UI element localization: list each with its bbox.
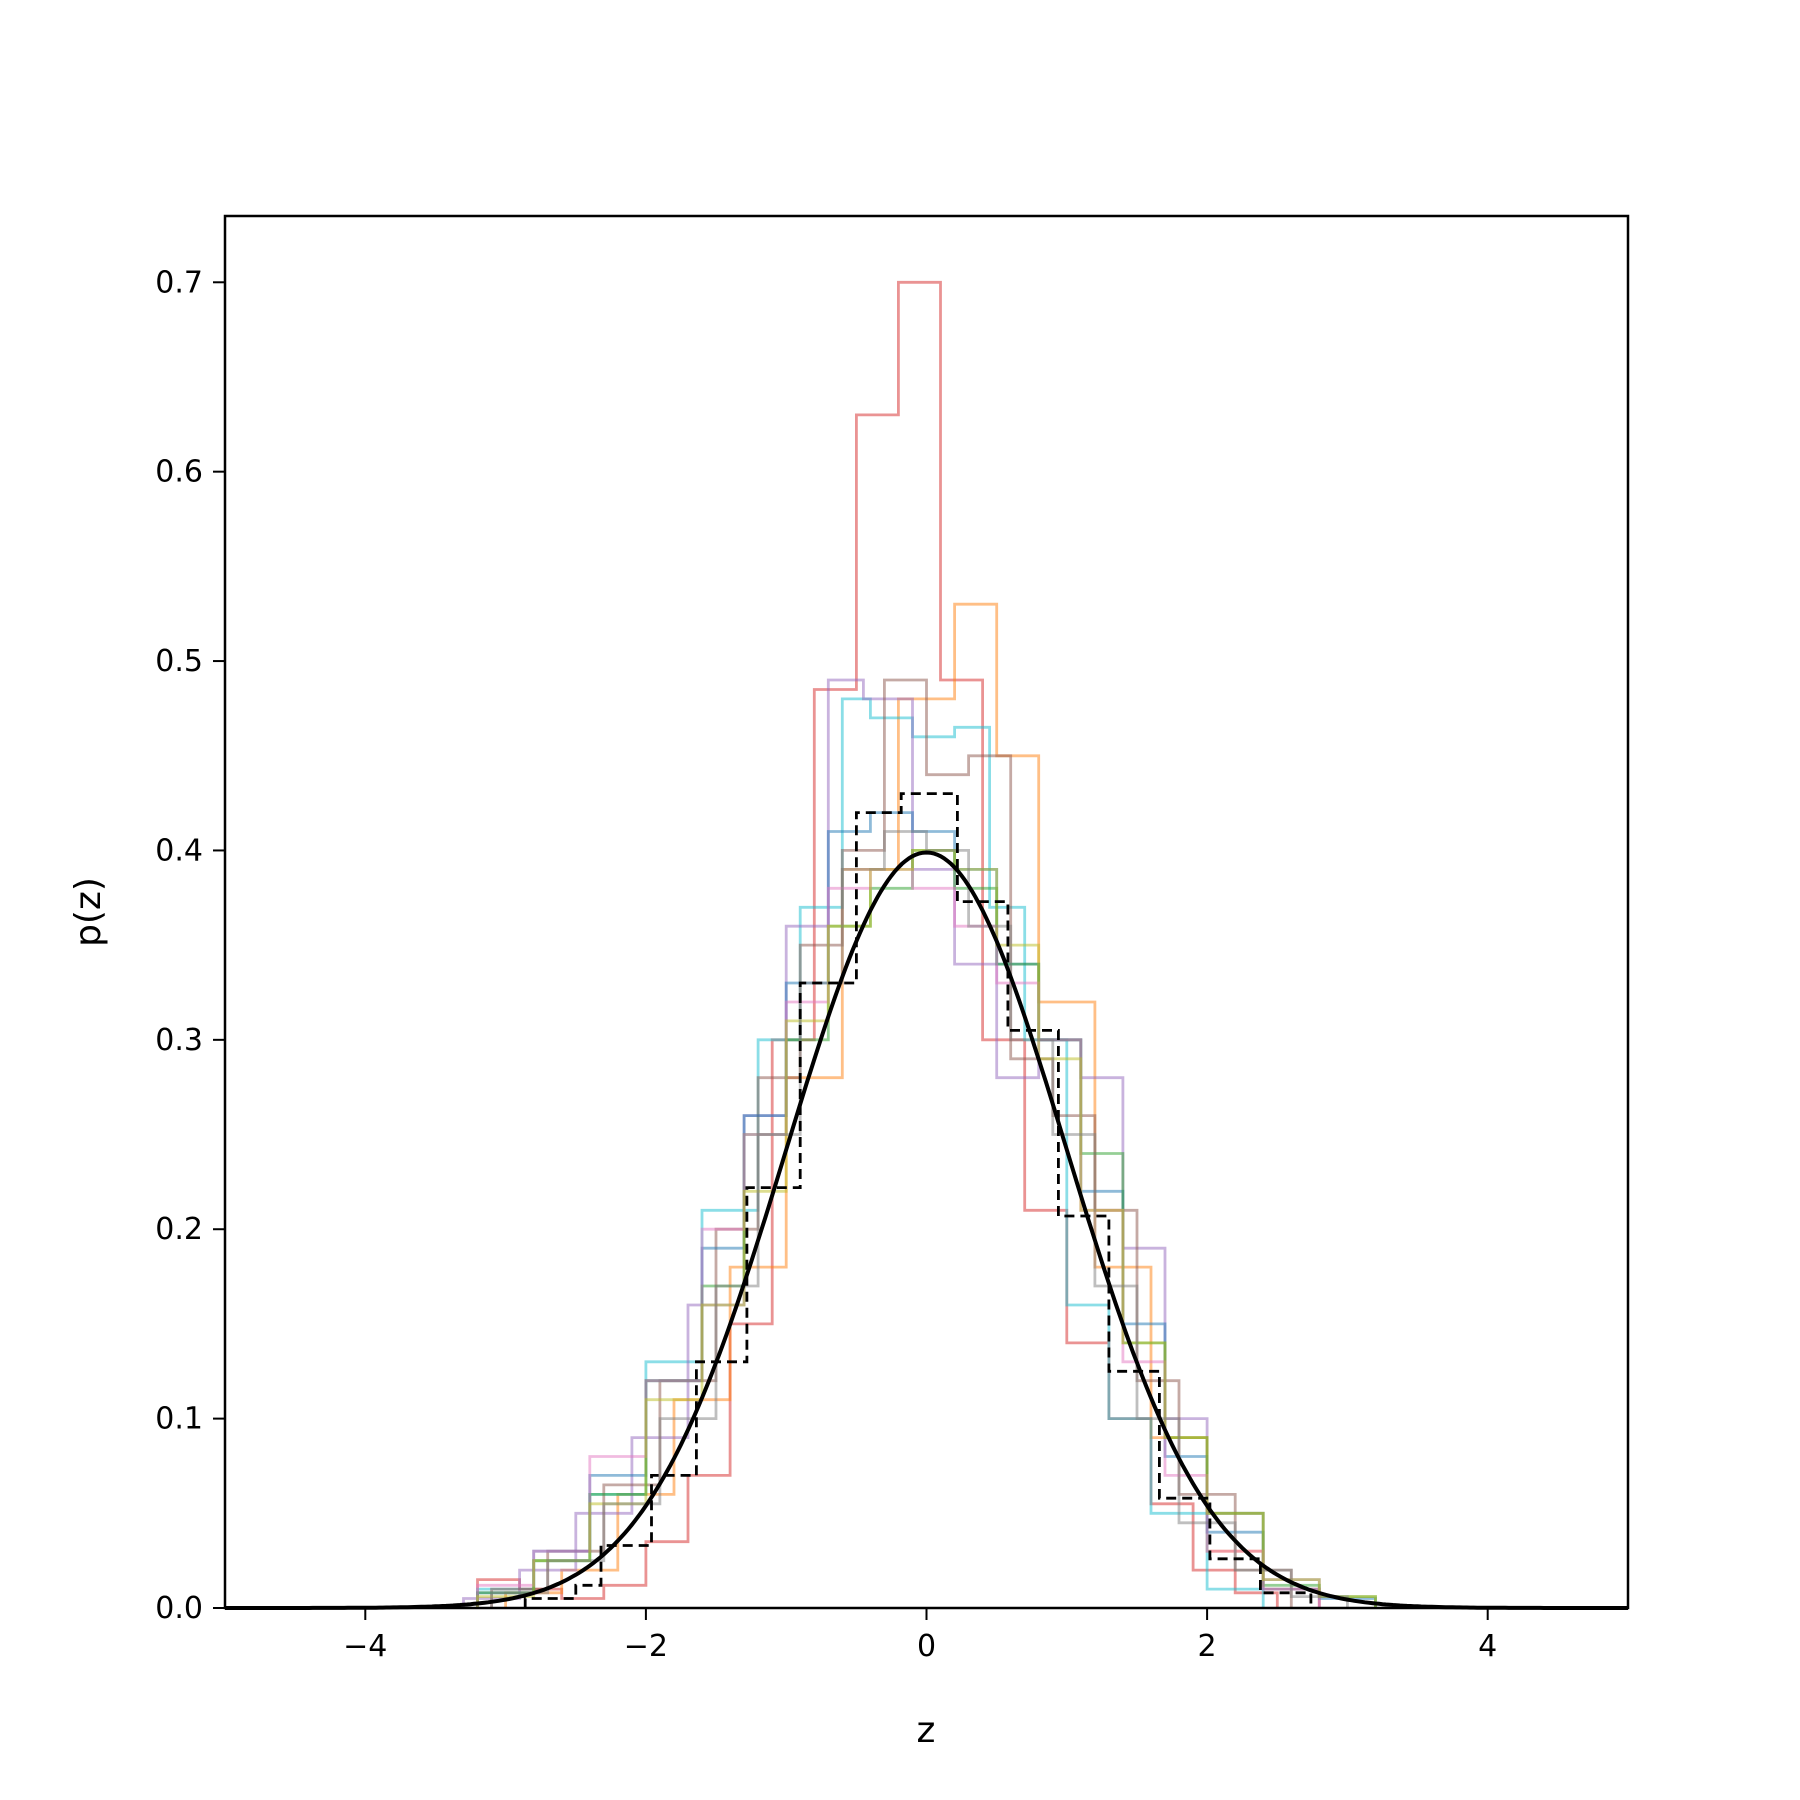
y-tick-label: 0.0	[155, 1591, 203, 1626]
reference-histogram	[523, 792, 1313, 1608]
y-tick-label: 0.2	[155, 1212, 203, 1247]
y-tick-label: 0.7	[155, 265, 203, 300]
y-tick-label: 0.1	[155, 1402, 203, 1437]
histogram-layer	[462, 280, 1377, 1608]
histogram-7	[476, 849, 1377, 1608]
histogram-6	[476, 811, 1377, 1608]
plot-frame	[223, 214, 1630, 1610]
y-axis-title: p(z)	[68, 877, 109, 947]
histogram-4	[462, 678, 1321, 1608]
pdf-curve-layer	[225, 850, 1628, 1610]
x-tick-label: −4	[343, 1629, 387, 1664]
normal-pdf-curve	[225, 850, 1628, 1610]
x-tick-label: −2	[624, 1629, 668, 1664]
y-tick-label: 0.5	[155, 644, 203, 679]
x-axis-ticks: −4 −2 0 2 4	[343, 1608, 1497, 1664]
y-tick-label: 0.4	[155, 833, 203, 868]
x-axis-title: z	[917, 1710, 936, 1751]
histogram-3	[476, 697, 1265, 1608]
y-tick-label: 0.6	[155, 455, 203, 490]
reference-histogram-layer	[523, 792, 1313, 1608]
y-axis-ticks: 0.0 0.1 0.2 0.3 0.4 0.5 0.6 0.7	[155, 265, 225, 1626]
x-tick-label: 2	[1198, 1629, 1217, 1664]
x-tick-label: 0	[917, 1629, 936, 1664]
histogram-10	[490, 830, 1349, 1608]
histogram-5	[490, 678, 1293, 1608]
x-tick-label: 4	[1478, 1629, 1497, 1664]
y-tick-label: 0.3	[155, 1023, 203, 1058]
